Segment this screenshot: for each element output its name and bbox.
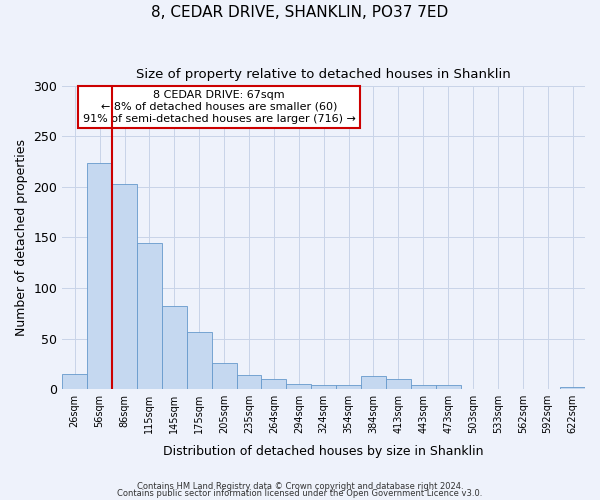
Bar xyxy=(112,184,137,389)
Title: Size of property relative to detached houses in Shanklin: Size of property relative to detached ho… xyxy=(136,68,511,80)
Bar xyxy=(336,385,361,389)
Bar xyxy=(212,363,236,389)
Bar xyxy=(187,332,212,389)
Bar xyxy=(162,306,187,389)
Bar xyxy=(311,385,336,389)
Text: 8, CEDAR DRIVE, SHANKLIN, PO37 7ED: 8, CEDAR DRIVE, SHANKLIN, PO37 7ED xyxy=(151,5,449,20)
Bar xyxy=(262,379,286,389)
Bar xyxy=(436,385,461,389)
Text: 8 CEDAR DRIVE: 67sqm
← 8% of detached houses are smaller (60)
91% of semi-detach: 8 CEDAR DRIVE: 67sqm ← 8% of detached ho… xyxy=(83,90,356,124)
Bar xyxy=(411,385,436,389)
Bar xyxy=(361,376,386,389)
Bar xyxy=(137,242,162,389)
Bar xyxy=(236,375,262,389)
X-axis label: Distribution of detached houses by size in Shanklin: Distribution of detached houses by size … xyxy=(163,444,484,458)
Text: Contains HM Land Registry data © Crown copyright and database right 2024.: Contains HM Land Registry data © Crown c… xyxy=(137,482,463,491)
Y-axis label: Number of detached properties: Number of detached properties xyxy=(15,139,28,336)
Bar xyxy=(386,379,411,389)
Bar xyxy=(62,374,87,389)
Bar xyxy=(87,162,112,389)
Text: Contains public sector information licensed under the Open Government Licence v3: Contains public sector information licen… xyxy=(118,490,482,498)
Bar xyxy=(286,384,311,389)
Bar xyxy=(560,387,585,389)
